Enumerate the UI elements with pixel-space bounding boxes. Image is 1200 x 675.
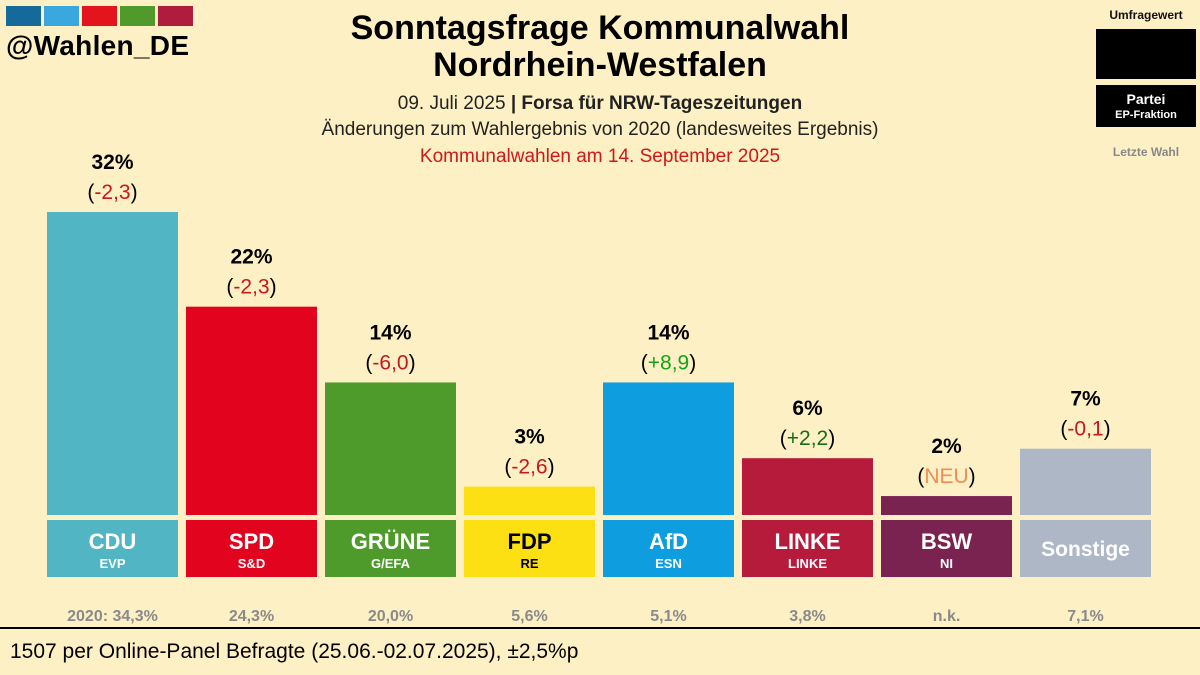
poll-info: 09. Juli 2025 | Forsa für NRW-Tageszeitu… [0,93,1200,115]
faction-linke: LINKE [788,556,827,571]
bar-spd [186,306,317,515]
faction-bsw: NI [940,556,953,571]
legend-party-box: Partei EP-Fraktion [1096,85,1196,127]
bar-cdu [47,212,178,515]
brand-handle: @Wahlen_DE [6,30,190,61]
party-name-grüne: GRÜNE [351,529,430,554]
sample-note: 1507 per Online-Panel Befragte (25.06.-0… [10,640,579,663]
legend-party-label: Partei [1126,91,1166,107]
bar-fdp [464,486,595,515]
legend-last-election-label: Letzte Wahl [1112,145,1180,159]
party-box-cdu [47,520,178,577]
last-election-grüne: 20,0% [368,608,413,625]
party-name-bsw: BSW [921,529,973,554]
brand-logo-stripes [6,6,193,26]
bar-grüne [325,382,456,515]
faction-fdp: RE [520,556,538,571]
party-box-bsw [881,520,1012,577]
bar-afd [603,382,734,515]
election-date: Kommunalwahlen am 14. September 2025 [419,146,781,167]
party-box-fdp [464,520,595,577]
faction-spd: S&D [238,556,265,571]
last-election-linke: 3,8% [789,608,825,625]
last-election-bsw: n.k. [933,608,961,625]
value-label-bsw: 2% [931,435,962,458]
changes-note: Änderungen zum Wahlergebnis von 2020 (la… [321,119,879,140]
last-election-sonstige: 7,1% [1067,608,1103,625]
last-election-spd: 24,3% [229,608,274,625]
change-label-afd: (+8,9) [641,351,696,374]
last-election-cdu: 2020: 34,3% [67,608,158,625]
party-name-linke: LINKE [775,529,841,554]
poll-institute: Forsa für NRW-Tageszeitungen [521,93,803,114]
change-label-cdu: (-2,3) [87,181,137,204]
change-label-grüne: (-6,0) [365,351,415,374]
change-label-spd: (-2,3) [226,276,276,299]
faction-grüne: G/EFA [371,556,411,571]
bar-sonstige [1020,448,1151,515]
title-line-1: Sonntagsfrage Kommunalwahl [350,9,850,47]
change-label-bsw: (NEU) [917,465,975,488]
party-name-fdp: FDP [508,529,552,554]
party-box-linke [742,520,873,577]
change-label-sonstige: (-0,1) [1060,418,1110,441]
logo-stripe [44,6,79,26]
logo-stripe [6,6,41,26]
value-label-fdp: 3% [514,426,545,449]
party-box-afd [603,520,734,577]
value-label-spd: 22% [230,246,272,269]
party-name-sonstige: Sonstige [1041,538,1130,561]
value-label-grüne: 14% [369,321,411,344]
logo-stripe [120,6,155,26]
legend-poll-value-label: Umfragewert [1109,8,1183,22]
legend-faction-label: EP-Fraktion [1115,109,1177,121]
last-election-fdp: 5,6% [511,608,547,625]
value-label-sonstige: 7% [1070,388,1101,411]
bar-bsw [881,496,1012,515]
party-name-afd: AfD [649,529,688,554]
value-label-cdu: 32% [91,151,133,174]
legend: Umfragewert Partei EP-Fraktion Letzte Wa… [1096,8,1196,159]
last-election-afd: 5,1% [650,608,686,625]
change-label-fdp: (-2,6) [504,456,554,479]
legend-poll-value-box [1096,29,1196,79]
faction-afd: ESN [655,556,682,571]
party-box-grüne [325,520,456,577]
logo-stripe [158,6,193,26]
value-label-afd: 14% [647,321,689,344]
title-line-2: Nordrhein-Westfalen [433,46,767,84]
party-box-sonstige [1020,520,1151,577]
footer-divider [0,627,1200,629]
poll-date: 09. Juli 2025 [397,93,506,114]
faction-cdu: EVP [99,556,125,571]
chart-title: Sonntagsfrage Kommunalwahl Nordrhein-Wes… [0,10,1200,84]
party-name-cdu: CDU [89,529,137,554]
bar-linke [742,458,873,515]
party-box-spd [186,520,317,577]
poll-separator: | [510,93,517,114]
change-label-linke: (+2,2) [780,427,835,450]
value-label-linke: 6% [792,397,823,420]
party-name-spd: SPD [229,529,274,554]
logo-stripe [82,6,117,26]
